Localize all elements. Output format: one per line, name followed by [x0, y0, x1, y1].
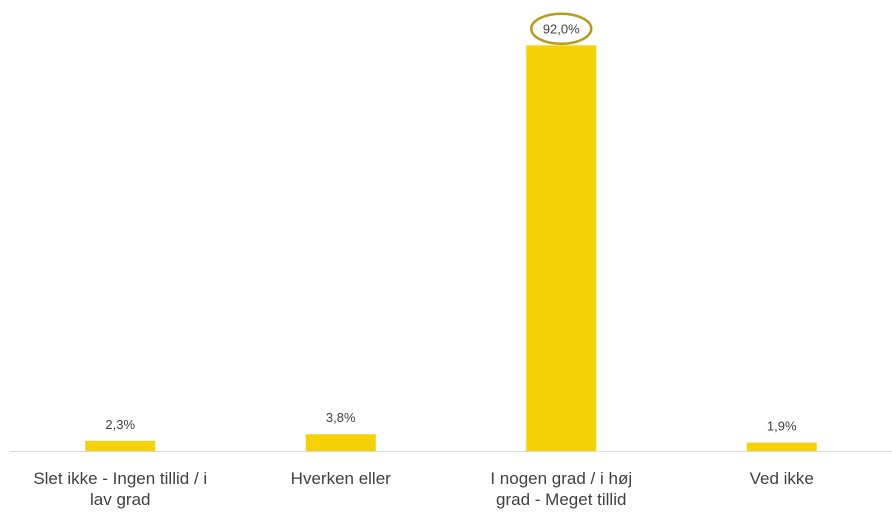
- data-label: 92,0%: [543, 21, 580, 36]
- x-tick-label: I nogen grad / i høj grad - Meget tillid: [490, 469, 632, 509]
- data-label: 2,3%: [105, 417, 135, 432]
- bar: [305, 434, 376, 451]
- x-tick-label: Ved ikke: [750, 469, 814, 488]
- data-label: 3,8%: [326, 410, 356, 425]
- x-tick-label: Slet ikke - Ingen tillid / i lav grad: [33, 469, 207, 509]
- bar: [526, 45, 597, 451]
- data-label: 1,9%: [767, 419, 797, 434]
- bar: [85, 440, 156, 451]
- x-tick-label: Hverken eller: [291, 469, 391, 488]
- bar: [746, 442, 817, 451]
- highlight-ring: [530, 12, 593, 46]
